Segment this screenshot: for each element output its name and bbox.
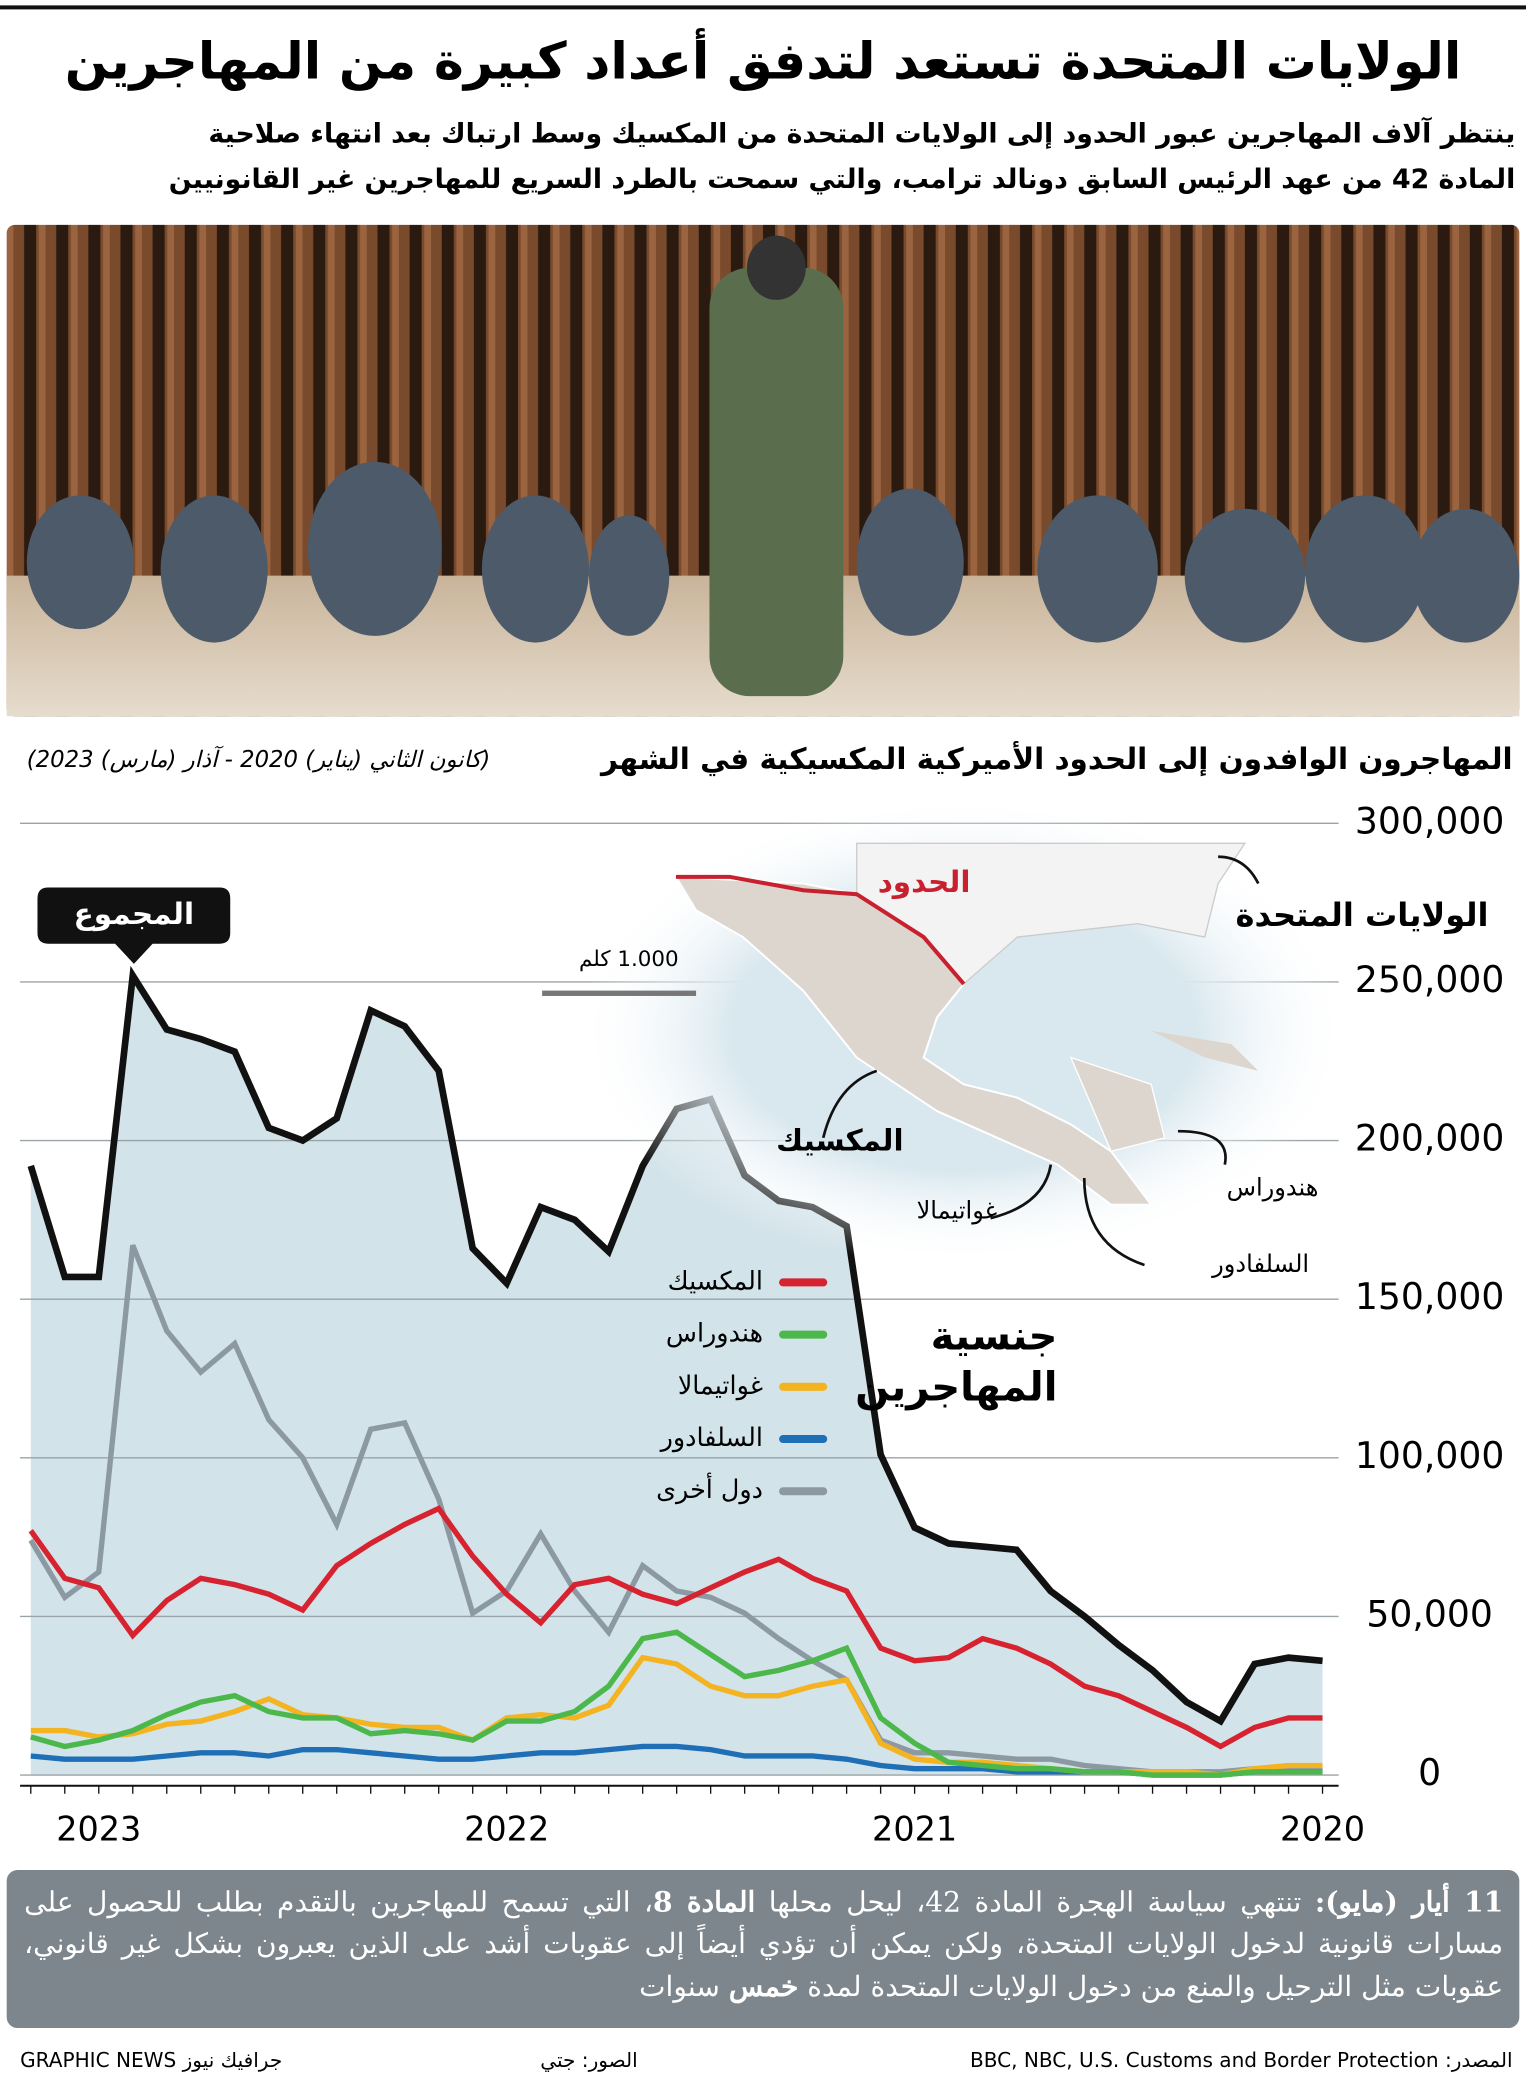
map-scale: 1.000 كلم	[579, 947, 679, 972]
y-tick-label: 300,000	[1355, 799, 1504, 842]
map: الولايات المتحدة الحدود المكسيك غواتيمال…	[542, 796, 1489, 1278]
series-line	[30, 1629, 1323, 1778]
note: 11 أيار (مايو): تنتهي سياسة الهجرة الماد…	[24, 1881, 1503, 2008]
y-tick-label: 200,000	[1355, 1117, 1504, 1160]
map-label: هندوراس	[1227, 1174, 1319, 1202]
top-rule	[0, 5, 1526, 10]
y-tick-label: 0	[1418, 1751, 1441, 1794]
y-tick-label: 150,000	[1355, 1275, 1504, 1318]
map-label: المكسيك	[776, 1123, 903, 1157]
brand: GRAPHIC NEWS جرافيك نيوز	[20, 2048, 282, 2072]
note-text: سنوات	[639, 1970, 729, 2003]
note-bold: خمس	[728, 1969, 799, 2003]
subtitle-line: ينتظر آلاف المهاجرين عبور الحدود إلى الو…	[208, 117, 1515, 150]
plot: 0 50,000 100,000 150,000 200,000 250,000 300,0…	[20, 799, 1504, 1849]
note-text: تنتهي سياسة الهجرة المادة 42، ليحل محلها	[755, 1886, 1315, 1919]
legend-title: جنسية المهاجرين	[855, 1314, 1057, 1411]
x-tick-label: 2020	[1280, 1810, 1365, 1849]
y-tick-label: 50,000	[1366, 1592, 1492, 1635]
legend: المكسيك هندوراس غواتيمالا السلفادور دول أخرى	[656, 1265, 828, 1505]
x-tick-label: 2021	[872, 1810, 957, 1849]
note-text: 11 أيار (مايو): تنتهي سياسة الهجرة الماد…	[24, 1881, 1503, 2008]
legend-label: المكسيك	[668, 1265, 763, 1295]
series-line	[28, 1505, 1323, 1750]
title: الولايات المتحدة تستعد لتدفق أعداد كبيرة…	[65, 27, 1462, 91]
map-label: الولايات المتحدة	[1236, 896, 1489, 934]
total-area	[30, 975, 1323, 1776]
total-label: المجموع	[74, 897, 194, 931]
chart-subtitle: (كانون الثاني (يناير) 2020 - آذار (مارس)…	[27, 745, 490, 773]
photo-credit: الصور: جتي	[540, 2048, 637, 2073]
y-tick-label: 250,000	[1355, 958, 1504, 1001]
legend-label: هندوراس	[666, 1318, 763, 1349]
legend-label: دول أخرى	[656, 1472, 763, 1505]
source: المصدر: BBC, NBC, U.S. Customs and Borde…	[970, 2048, 1513, 2072]
note-date: 11 أيار (مايو):	[1314, 1884, 1504, 1919]
x-tick-label: 2022	[464, 1810, 549, 1849]
legend-label: السلفادور	[659, 1422, 763, 1453]
x-tick-label: 2023	[56, 1810, 141, 1849]
chart-title: المهاجرون الوافدون إلى الحدود الأميركية …	[599, 741, 1513, 777]
note-bold: المادة 8	[653, 1884, 756, 1919]
map-label: السلفادور	[1211, 1250, 1309, 1278]
legend-label: غواتيمالا	[678, 1370, 763, 1401]
total-tag: المجموع	[37, 887, 231, 964]
note-box	[6, 1870, 1520, 2029]
map-label: غواتيمالا	[917, 1196, 998, 1224]
subtitle-line: المادة 42 من عهد الرئيس السابق دونالد تر…	[169, 164, 1516, 195]
map-label: الحدود	[878, 865, 971, 899]
note-text: ، التي تسمح للمهاجرين بالتقدم بطلب للحصو…	[24, 1886, 1504, 2003]
photo	[6, 224, 1520, 717]
y-tick-label: 100,000	[1355, 1434, 1504, 1477]
series-line	[28, 1244, 1323, 1775]
